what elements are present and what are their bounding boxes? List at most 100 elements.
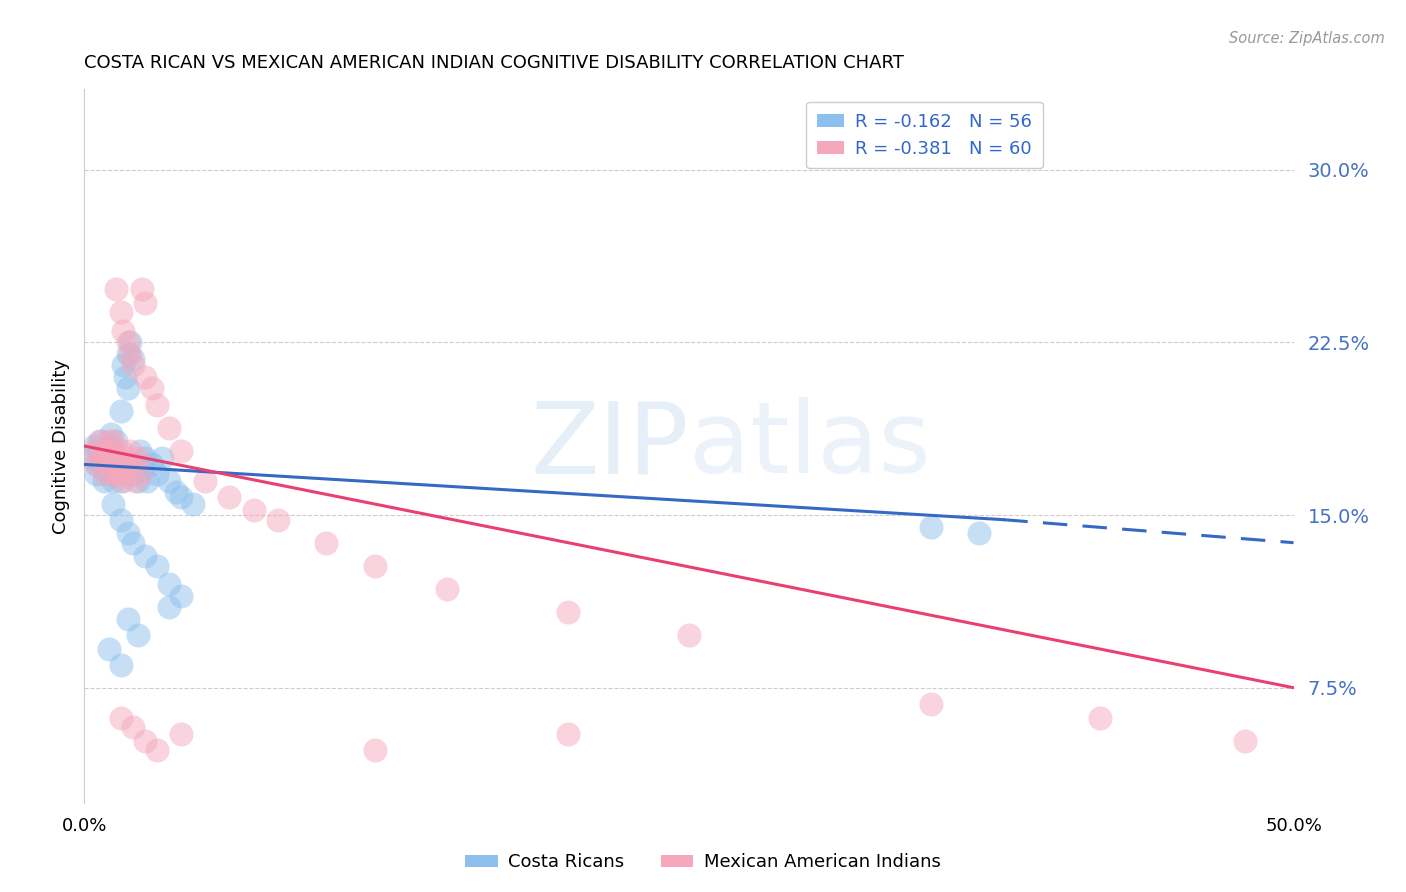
Point (80, 450, 103, 465)
Point (100, 443, 122, 458)
Point (112, 474, 135, 488)
Point (120, 347, 142, 361)
Point (363, 558, 385, 573)
Point (104, 283, 127, 297)
Point (114, 370, 136, 384)
Point (141, 458, 163, 472)
Point (194, 474, 217, 488)
Point (117, 526, 139, 541)
Point (141, 381, 163, 395)
Point (100, 427, 122, 442)
Point (87, 434, 110, 449)
Point (170, 589, 193, 603)
Point (93, 462, 115, 476)
Point (146, 743, 169, 757)
Point (134, 450, 156, 465)
Point (146, 398, 169, 412)
Point (242, 503, 264, 517)
Point (134, 296, 156, 310)
Point (94, 450, 117, 465)
Point (86, 458, 108, 472)
Point (97, 458, 120, 472)
Point (104, 467, 127, 481)
Point (97, 439, 120, 453)
Point (170, 490, 193, 504)
Point (103, 474, 125, 488)
Point (121, 467, 143, 481)
Point (136, 474, 159, 488)
Point (110, 443, 132, 458)
Point (127, 450, 149, 465)
Point (100, 458, 122, 472)
Point (86, 467, 108, 481)
Point (93, 467, 115, 481)
Point (93, 474, 115, 488)
Y-axis label: Cognitive Disability: Cognitive Disability (52, 359, 70, 533)
Point (100, 467, 122, 481)
Point (110, 467, 132, 481)
Point (121, 351, 143, 366)
Point (134, 549, 156, 564)
Point (103, 497, 125, 511)
Point (127, 628, 149, 642)
Point (117, 335, 139, 350)
Point (121, 458, 143, 472)
Point (90, 450, 112, 465)
Text: COSTA RICAN VS MEXICAN AMERICAN INDIAN COGNITIVE DISABILITY CORRELATION CHART: COSTA RICAN VS MEXICAN AMERICAN INDIAN C… (84, 54, 904, 72)
Point (157, 577, 180, 591)
Point (315, 535, 337, 549)
Point (117, 347, 139, 361)
Point (678, 628, 700, 642)
Point (134, 733, 156, 747)
Point (129, 467, 152, 481)
Point (110, 404, 132, 418)
Point (1234, 733, 1257, 747)
Text: ZIP: ZIP (530, 398, 689, 494)
Point (146, 467, 169, 481)
Point (110, 711, 132, 725)
Point (110, 657, 132, 672)
Point (146, 558, 169, 573)
Point (86, 458, 108, 472)
Point (557, 605, 579, 619)
Point (104, 458, 127, 472)
Point (83, 443, 105, 458)
Point (134, 370, 156, 384)
Point (103, 443, 125, 458)
Point (114, 467, 136, 481)
Point (112, 458, 135, 472)
Point (920, 519, 942, 533)
Point (121, 720, 143, 734)
Point (157, 420, 180, 434)
Text: Source: ZipAtlas.com: Source: ZipAtlas.com (1229, 31, 1385, 46)
Legend: Costa Ricans, Mexican American Indians: Costa Ricans, Mexican American Indians (458, 847, 948, 879)
Point (107, 450, 129, 465)
Point (165, 485, 187, 500)
Point (121, 535, 143, 549)
Point (110, 474, 132, 488)
Point (920, 697, 942, 711)
Legend: R = -0.162   N = 56, R = -0.381   N = 60: R = -0.162 N = 56, R = -0.381 N = 60 (806, 102, 1043, 169)
Point (157, 474, 180, 488)
Point (117, 612, 139, 626)
Point (114, 450, 136, 465)
Point (170, 727, 193, 741)
Point (1088, 711, 1111, 725)
Point (110, 513, 132, 527)
Text: atlas: atlas (689, 398, 931, 494)
Point (218, 490, 240, 504)
Point (121, 359, 143, 373)
Point (87, 443, 110, 458)
Point (131, 462, 153, 476)
Point (120, 335, 142, 350)
Point (83, 439, 105, 453)
Point (157, 600, 180, 615)
Point (117, 458, 139, 472)
Point (967, 526, 990, 541)
Point (110, 305, 132, 319)
Point (124, 474, 146, 488)
Point (104, 450, 127, 465)
Point (103, 450, 125, 465)
Point (131, 283, 153, 297)
Point (103, 434, 125, 449)
